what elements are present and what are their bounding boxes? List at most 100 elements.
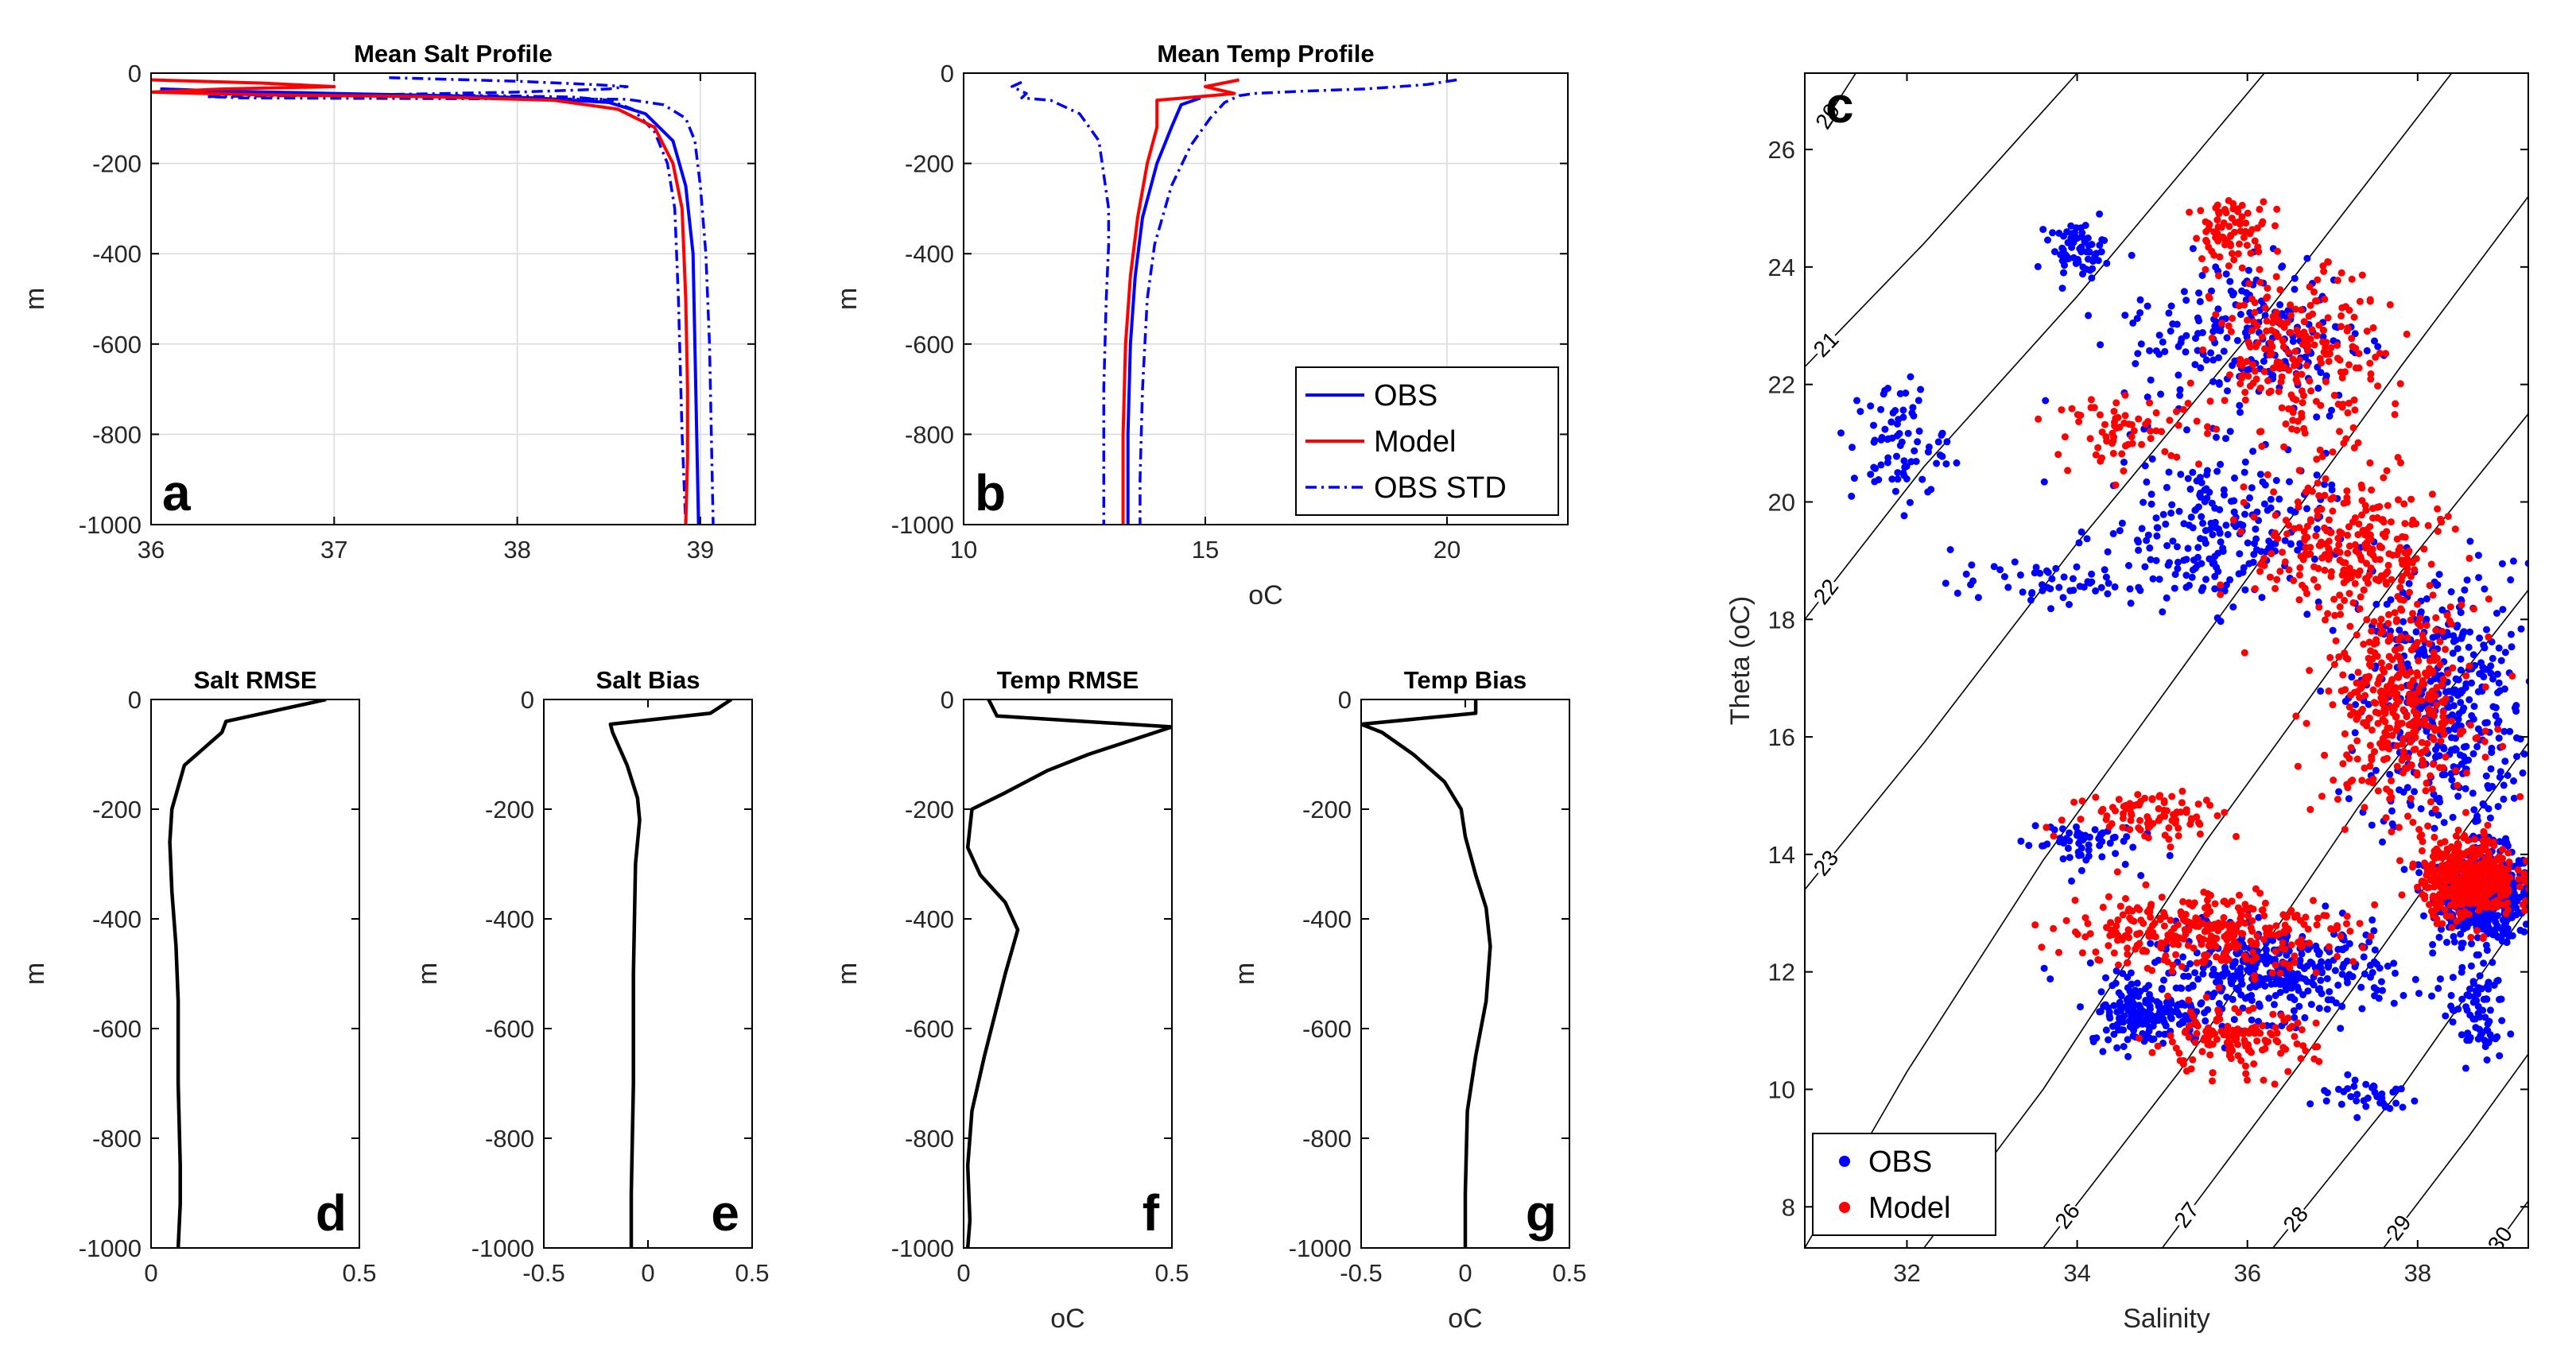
- scatter-point-obs: [2363, 347, 2371, 355]
- scatter-point-model: [2077, 412, 2085, 419]
- scatter-point-model: [2105, 893, 2112, 901]
- scatter-point-obs: [2348, 673, 2356, 681]
- scatter-point-model: [2184, 399, 2192, 407]
- scatter-point-model: [2122, 895, 2129, 902]
- scatter-point-obs: [2120, 1026, 2128, 1034]
- scatter-point-model: [2349, 599, 2357, 606]
- scatter-point-obs: [2198, 329, 2206, 336]
- scatter-point-obs: [1875, 476, 1883, 483]
- scatter-point-model: [2135, 824, 2143, 831]
- scatter-point-obs: [2175, 507, 2183, 515]
- scatter-point-obs: [1848, 492, 1856, 500]
- scatter-point-obs: [2060, 232, 2067, 240]
- scatter-point-obs: [1915, 397, 1922, 405]
- scatter-point-obs: [2458, 963, 2466, 971]
- scatter-point-model: [2415, 688, 2423, 696]
- scatter-point-model: [2348, 335, 2356, 343]
- scatter-point-model: [2429, 760, 2437, 768]
- scatter-point-model: [2339, 671, 2347, 679]
- scatter-point-model: [2434, 505, 2442, 513]
- scatter-point-obs: [2066, 601, 2073, 608]
- scatter-point-obs: [2465, 756, 2473, 764]
- scatter-point-obs: [1943, 438, 1951, 446]
- scatter-point-model: [2463, 769, 2470, 777]
- scatter-point-obs: [2152, 556, 2160, 564]
- scatter-point-model: [2452, 832, 2460, 840]
- scatter-point-obs: [2124, 1052, 2132, 1060]
- scatter-point-obs: [2306, 1100, 2314, 1108]
- scatter-point-obs: [2113, 1021, 2121, 1029]
- scatter-point-obs: [2337, 1025, 2345, 1033]
- scatter-point-obs: [2444, 631, 2452, 639]
- y-tick-label: -1000: [1289, 1234, 1352, 1262]
- scatter-point-model: [2462, 672, 2470, 680]
- scatter-point-model: [2182, 917, 2190, 925]
- scatter-point-model: [2292, 376, 2300, 384]
- scatter-point-model: [2202, 265, 2209, 273]
- scatter-point-obs: [2440, 745, 2448, 753]
- scatter-point-obs: [2468, 940, 2475, 947]
- scatter-point-obs: [2168, 501, 2176, 509]
- scatter-point-obs: [2215, 1000, 2223, 1007]
- scatter-point-obs: [2260, 358, 2268, 365]
- scatter-point-model: [2365, 543, 2372, 551]
- scatter-point-model: [2112, 399, 2120, 407]
- scatter-point-model: [2213, 812, 2221, 820]
- axes-box: [963, 72, 1569, 525]
- y-axis-label: m: [413, 963, 443, 985]
- scatter-point-obs: [1870, 463, 1878, 471]
- scatter-point-obs: [2458, 995, 2466, 1003]
- scatter-point-obs: [2085, 242, 2093, 250]
- scatter-point-obs: [2492, 925, 2500, 933]
- scatter-point-obs: [2096, 210, 2104, 218]
- scatter-point-model: [2190, 899, 2198, 907]
- scatter-point-obs: [2101, 1002, 2109, 1009]
- scatter-point-obs: [2512, 707, 2520, 715]
- scatter-point-model: [2243, 242, 2251, 250]
- plot-data: [965, 699, 1172, 1248]
- scatter-point-obs: [2484, 781, 2492, 789]
- scatter-point-obs: [2489, 914, 2497, 922]
- scatter-point-obs: [2477, 985, 2485, 993]
- scatter-point-model: [2449, 852, 2457, 860]
- scatter-point-obs: [2360, 1097, 2368, 1105]
- scatter-point-obs: [1893, 420, 1901, 428]
- scatter-point-obs: [2431, 675, 2438, 683]
- scatter-point-model: [2271, 511, 2279, 519]
- scatter-point-model: [2322, 378, 2330, 386]
- scatter-point-model: [2206, 1051, 2214, 1059]
- scatter-point-obs: [2242, 289, 2250, 296]
- scatter-point-model: [2199, 920, 2207, 928]
- scatter-point-obs: [2506, 727, 2514, 735]
- scatter-point-obs: [2148, 455, 2156, 463]
- scatter-point-model: [2418, 847, 2426, 854]
- scatter-point-model: [2275, 388, 2283, 395]
- scatter-point-model: [2403, 634, 2411, 641]
- scatter-point-obs: [2162, 1021, 2170, 1029]
- scatter-point-obs: [1902, 389, 1910, 397]
- scatter-point-obs: [2397, 1085, 2405, 1093]
- scatter-point-obs: [2480, 801, 2488, 809]
- scatter-point-obs: [2231, 474, 2238, 482]
- y-tick-label: -1000: [471, 1234, 534, 1262]
- scatter-point-obs: [2469, 998, 2477, 1006]
- scatter-point-obs: [2485, 978, 2493, 986]
- scatter-point-model: [2431, 882, 2439, 890]
- scatter-point-model: [2355, 520, 2363, 528]
- scatter-point-obs: [1906, 498, 1914, 506]
- scatter-point-model: [2419, 635, 2427, 643]
- scatter-point-model: [2442, 645, 2450, 653]
- scatter-point-model: [2338, 304, 2346, 312]
- scatter-point-obs: [2074, 828, 2081, 836]
- scatter-point-obs: [1942, 579, 1949, 587]
- chart-title: Mean Salt Profile: [354, 40, 553, 68]
- scatter-point-obs: [2121, 860, 2129, 868]
- scatter-point-model: [2273, 575, 2281, 583]
- scatter-point-model: [2143, 947, 2151, 955]
- scatter-point-obs: [2174, 564, 2182, 572]
- scatter-point-model: [2400, 500, 2408, 508]
- scatter-point-obs: [2077, 866, 2085, 874]
- scatter-point-model: [2229, 315, 2237, 322]
- scatter-point-model: [2350, 568, 2358, 576]
